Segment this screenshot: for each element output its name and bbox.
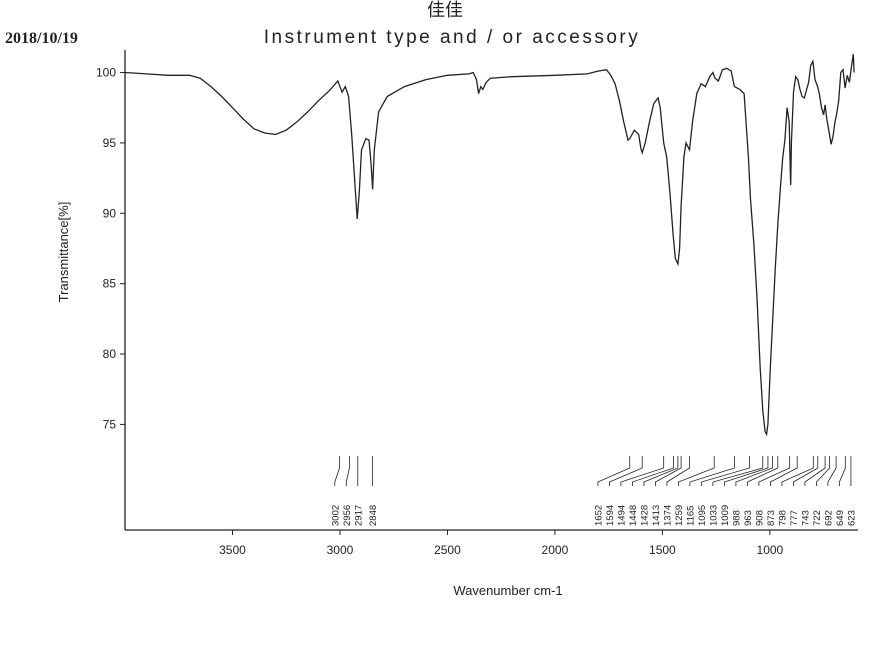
- peak-label: 1095: [697, 505, 708, 526]
- peak-label: 722: [812, 510, 823, 526]
- x-axis-label: Wavenumber cm-1: [453, 583, 562, 598]
- peak-leader: [334, 456, 340, 486]
- peak-leader: [839, 456, 846, 486]
- y-tick-label: 85: [103, 277, 117, 291]
- peak-leader: [678, 456, 715, 486]
- peak-label: 1259: [674, 505, 685, 526]
- peak-leader: [781, 456, 814, 486]
- peak-leader: [758, 456, 791, 486]
- chart-title: Instrument type and / or accessory: [264, 27, 640, 48]
- peak-label: 1165: [685, 506, 696, 526]
- y-axis-label: Transmittance[%]: [56, 202, 71, 303]
- peak-label: 908: [754, 510, 765, 526]
- peak-leader: [816, 456, 831, 486]
- x-tick-label: 2000: [542, 543, 569, 557]
- y-tick-label: 90: [103, 206, 117, 220]
- y-tick-label: 100: [96, 66, 116, 80]
- x-tick-label: 2500: [434, 543, 461, 557]
- peak-leader: [655, 456, 682, 486]
- peak-label: 1033: [708, 505, 719, 526]
- peak-leader: [724, 456, 769, 486]
- y-tick-label: 80: [103, 347, 117, 361]
- peak-leader: [793, 456, 819, 486]
- peak-label: 873: [766, 510, 777, 526]
- peak-leader: [666, 456, 690, 486]
- y-tick-label: 95: [103, 136, 117, 150]
- peak-leader: [827, 456, 837, 486]
- peak-label: 2917: [353, 505, 364, 526]
- x-tick-label: 1000: [757, 543, 784, 557]
- date: 2018/10/19: [5, 30, 78, 47]
- peak-leader: [701, 456, 750, 486]
- peak-leader: [747, 456, 779, 486]
- peak-leader: [643, 456, 679, 486]
- peak-label: 3002: [330, 505, 341, 526]
- peak-label: 1594: [605, 505, 616, 526]
- peak-label: 1413: [651, 505, 662, 526]
- peak-label: 1374: [662, 505, 673, 526]
- peak-label: 963: [743, 510, 754, 526]
- peak-leader: [597, 456, 631, 486]
- spectrum-line: [124, 54, 855, 437]
- peak-label: 623: [846, 510, 857, 526]
- x-tick-label: 3500: [219, 543, 246, 557]
- x-tick-label: 1500: [649, 543, 676, 557]
- peak-leader: [804, 456, 826, 486]
- peak-leader: [770, 456, 798, 486]
- y-tick-label: 75: [103, 417, 117, 431]
- peak-label: 2956: [342, 505, 353, 526]
- peak-label: 649: [835, 510, 846, 526]
- peak-label: 2848: [368, 505, 379, 526]
- peak-label: 1494: [616, 505, 627, 526]
- peak-leader: [609, 456, 643, 486]
- peak-leader: [620, 456, 665, 486]
- peak-label: 1428: [639, 505, 650, 526]
- peak-leader: [735, 456, 773, 486]
- top-label: 佳佳: [427, 0, 463, 20]
- peak-label: 798: [777, 510, 788, 526]
- peak-label: 777: [789, 510, 800, 526]
- peak-label: 692: [823, 510, 834, 526]
- peak-label: 1448: [628, 505, 639, 526]
- peak-leader: [689, 456, 735, 486]
- peak-leader: [712, 456, 764, 486]
- peak-leader: [632, 456, 674, 486]
- peak-label: 1009: [720, 505, 731, 526]
- peak-label: 988: [731, 510, 742, 526]
- peak-label: 1652: [593, 505, 604, 526]
- peak-label: 743: [800, 510, 811, 526]
- peak-leader: [345, 456, 350, 486]
- x-tick-label: 3000: [327, 543, 354, 557]
